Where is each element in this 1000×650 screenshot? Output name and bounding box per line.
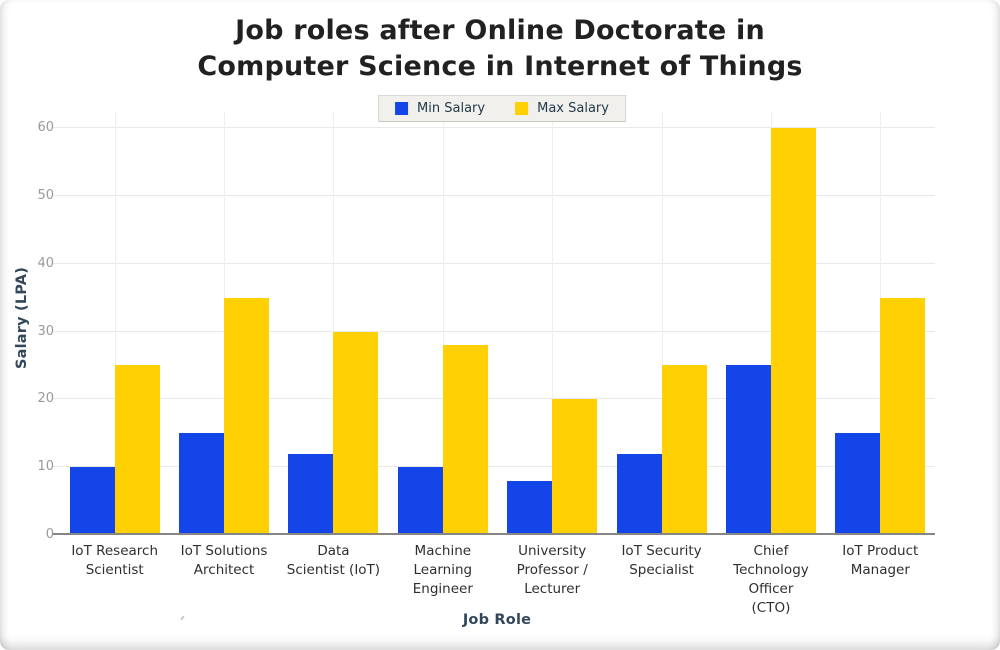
bar-group — [725, 128, 816, 535]
category-slot — [498, 112, 607, 535]
x-category-label: Data Scientist (IoT) — [286, 543, 381, 579]
x-category-label: IoT Product Manager — [842, 543, 919, 579]
gridline — [53, 398, 935, 400]
chart-title: Job roles after Online Doctorate in Comp… — [197, 15, 803, 82]
legend: Min Salary Max Salary — [378, 95, 626, 122]
gridline — [53, 466, 935, 468]
legend-item-max-salary: Max Salary — [515, 101, 609, 116]
bar-min-salary — [725, 365, 771, 535]
bar-max-salary — [552, 399, 598, 535]
category-slot — [607, 112, 716, 535]
gridline — [53, 330, 935, 332]
bar-max-salary — [770, 128, 816, 535]
legend-label-max-salary: Max Salary — [537, 101, 609, 116]
category-slot — [279, 112, 388, 535]
bar-min-salary — [179, 433, 225, 535]
bar-min-salary — [616, 453, 662, 535]
x-category-label: University Professor / Lecturer — [516, 543, 588, 598]
x-axis-line — [53, 533, 935, 535]
bar-group — [397, 345, 488, 535]
x-category-label: Machine Learning Engineer — [412, 543, 473, 598]
bar-max-salary — [661, 365, 707, 535]
bar-max-salary — [880, 297, 926, 535]
legend-item-min-salary: Min Salary — [395, 101, 485, 116]
y-tick-label: 50 — [37, 187, 54, 203]
bar-group — [69, 365, 160, 535]
y-tick-label: 20 — [37, 391, 54, 407]
y-tick-label: 0 — [45, 527, 54, 542]
y-tick-label: 10 — [37, 459, 54, 475]
category-slot — [169, 112, 278, 535]
vertical-gridline — [552, 112, 554, 535]
plot-area — [53, 112, 935, 535]
vertical-gridline — [661, 112, 663, 535]
legend-label-min-salary: Min Salary — [417, 101, 486, 116]
x-category-label: IoT Solutions Architect — [180, 543, 268, 579]
category-slot — [388, 112, 497, 535]
category-slot — [60, 112, 169, 535]
bar-group — [507, 399, 598, 535]
category-slot — [716, 112, 825, 535]
bar-group — [835, 297, 926, 535]
gridline — [53, 262, 935, 264]
max-salary-swatch-icon — [515, 102, 529, 115]
bar-group — [616, 365, 707, 535]
gridline — [53, 194, 935, 196]
bar-min-salary — [835, 433, 881, 535]
vertical-gridline — [333, 112, 335, 535]
bar-max-salary — [224, 297, 270, 535]
bar-min-salary — [69, 467, 115, 535]
x-category-label: IoT Security Specialist — [621, 543, 702, 579]
gridline — [53, 127, 935, 128]
y-tick-label: 30 — [37, 323, 54, 339]
bar-min-salary — [507, 480, 553, 535]
vertical-gridline — [114, 112, 116, 535]
bar-group — [288, 331, 379, 535]
y-tick-label: 40 — [37, 255, 54, 271]
x-category-label: IoT Research Scientist — [71, 543, 159, 579]
x-axis-title: Job Role — [462, 612, 532, 628]
y-axis-title: Salary (LPA) — [14, 266, 30, 370]
bar-min-salary — [397, 467, 443, 535]
vertical-gridline — [442, 112, 444, 535]
bar-max-salary — [442, 345, 488, 535]
x-labels: IoT Research Scientist IoT Solutions Arch… — [60, 542, 935, 619]
x-category-label: Chief Technology Officer (CTO) — [733, 543, 809, 617]
bar-max-salary — [114, 365, 160, 535]
min-salary-swatch-icon — [395, 102, 409, 115]
y-tick-label: 60 — [37, 120, 54, 135]
bar-max-salary — [333, 331, 379, 535]
category-slot — [826, 112, 935, 535]
bar-min-salary — [288, 453, 334, 535]
bar-group — [179, 297, 270, 535]
y-tick-labels: 0 10 20 30 40 50 60 — [8, 112, 54, 542]
